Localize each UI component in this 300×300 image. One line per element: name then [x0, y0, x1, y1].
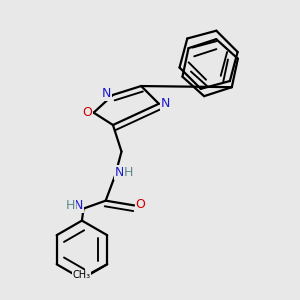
Text: O: O — [82, 106, 92, 118]
Text: N: N — [74, 199, 83, 212]
Text: N: N — [115, 166, 124, 179]
Text: N: N — [161, 97, 170, 110]
Text: H: H — [124, 166, 133, 179]
Text: N: N — [101, 87, 111, 100]
Text: O: O — [136, 198, 146, 211]
Text: H: H — [65, 199, 75, 212]
Text: CH₃: CH₃ — [73, 270, 91, 280]
